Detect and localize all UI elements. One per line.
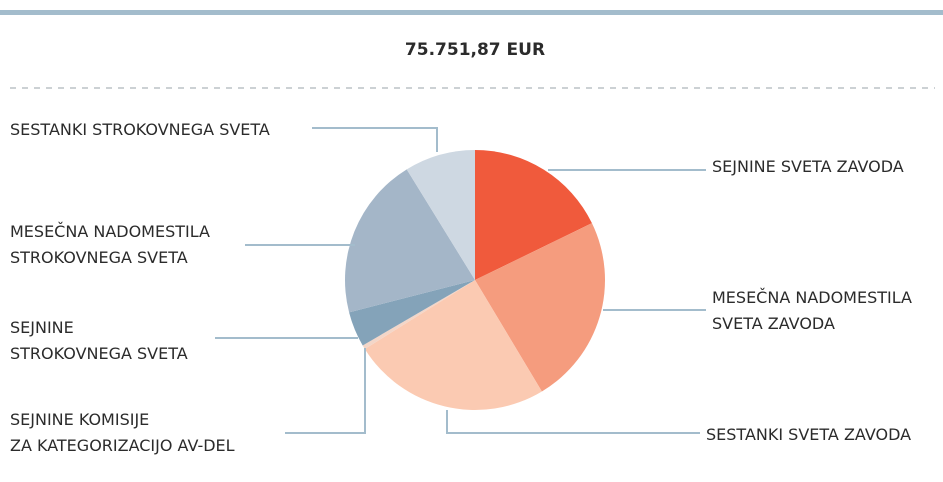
label-line: SEJNINE KOMISIJE <box>10 410 149 429</box>
pie-slice <box>475 150 592 280</box>
slice-label: MESEČNA NADOMESTILA SVETA ZAVODA <box>712 288 912 333</box>
slice-label: SEJNINE STROKOVNEGA SVETA <box>10 318 188 363</box>
leader-line <box>312 127 438 152</box>
label-line: MESEČNA NADOMESTILA <box>10 222 210 241</box>
slice-label: SEJNINE SVETA ZAVODA <box>712 157 904 176</box>
chart-title: 75.751,87 EUR <box>405 40 545 60</box>
slice-label: SEJNINE KOMISIJE ZA KATEGORIZACIJO AV-DEL <box>10 410 235 455</box>
pie-slice <box>364 280 542 410</box>
label-line: SESTANKI SVETA ZAVODA <box>706 425 911 444</box>
slice-label: SESTANKI STROKOVNEGA SVETA <box>10 120 270 139</box>
label-line: MESEČNA NADOMESTILA <box>712 288 912 307</box>
pie-slice <box>362 280 475 349</box>
pie-slice <box>349 280 475 346</box>
slice-label: SESTANKI SVETA ZAVODA <box>706 425 911 444</box>
label-line: SVETA ZAVODA <box>712 314 835 333</box>
label-line: SEJNINE <box>10 318 74 337</box>
leader-line <box>446 410 700 434</box>
pie-slice <box>406 150 475 280</box>
label-line: SEJNINE SVETA ZAVODA <box>712 157 904 176</box>
leader-line <box>285 348 366 434</box>
pie-slice <box>475 223 605 392</box>
pie-slice <box>345 169 475 313</box>
label-line: SESTANKI STROKOVNEGA SVETA <box>10 120 270 139</box>
label-line: STROKOVNEGA SVETA <box>10 248 188 267</box>
top-bar <box>0 10 943 15</box>
label-line: STROKOVNEGA SVETA <box>10 344 188 363</box>
label-line: ZA KATEGORIZACIJO AV-DEL <box>10 436 235 455</box>
slice-label: MESEČNA NADOMESTILA STROKOVNEGA SVETA <box>10 222 210 267</box>
